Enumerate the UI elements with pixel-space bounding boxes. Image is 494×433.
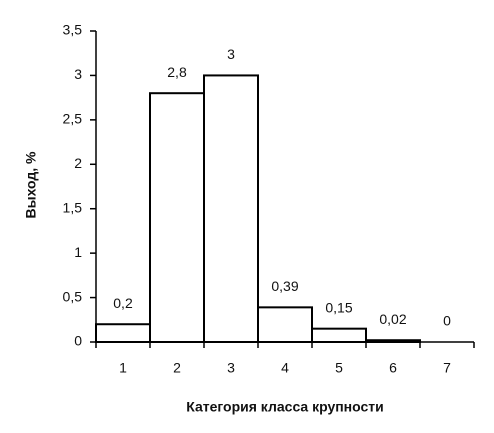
y-tick-label: 2 [74, 155, 82, 171]
value-label: 3 [227, 46, 235, 62]
x-tick-label: 6 [389, 360, 397, 376]
x-tick-label: 3 [227, 360, 235, 376]
x-axis-title: Категория класса крупности [186, 399, 384, 415]
bar [365, 339, 421, 344]
bar [149, 92, 205, 343]
value-label: 0,39 [271, 278, 298, 294]
bar [95, 323, 151, 344]
y-tick-label: 3 [74, 66, 82, 82]
y-tick-label: 2,5 [63, 111, 83, 127]
y-tick-label: 0 [74, 333, 82, 349]
y-tick-label: 3,5 [63, 22, 83, 38]
y-axis-title: Выход, % [23, 151, 39, 219]
value-label: 0,2 [113, 295, 133, 311]
x-tick-label: 2 [173, 360, 181, 376]
y-tick-label: 1 [74, 244, 82, 260]
bar [257, 306, 313, 343]
x-tick-label: 7 [443, 360, 451, 376]
value-label: 2,8 [167, 64, 187, 80]
x-tick-label: 5 [335, 360, 343, 376]
value-label: 0,15 [325, 299, 352, 315]
y-tick-label: 0,5 [63, 288, 83, 304]
value-label: 0 [443, 313, 451, 329]
bar [203, 74, 259, 344]
value-label: 0,02 [379, 311, 406, 327]
y-tick-label: 1,5 [63, 199, 83, 215]
x-tick-label: 4 [281, 360, 289, 376]
x-tick-label: 1 [119, 360, 127, 376]
bar [311, 327, 367, 343]
